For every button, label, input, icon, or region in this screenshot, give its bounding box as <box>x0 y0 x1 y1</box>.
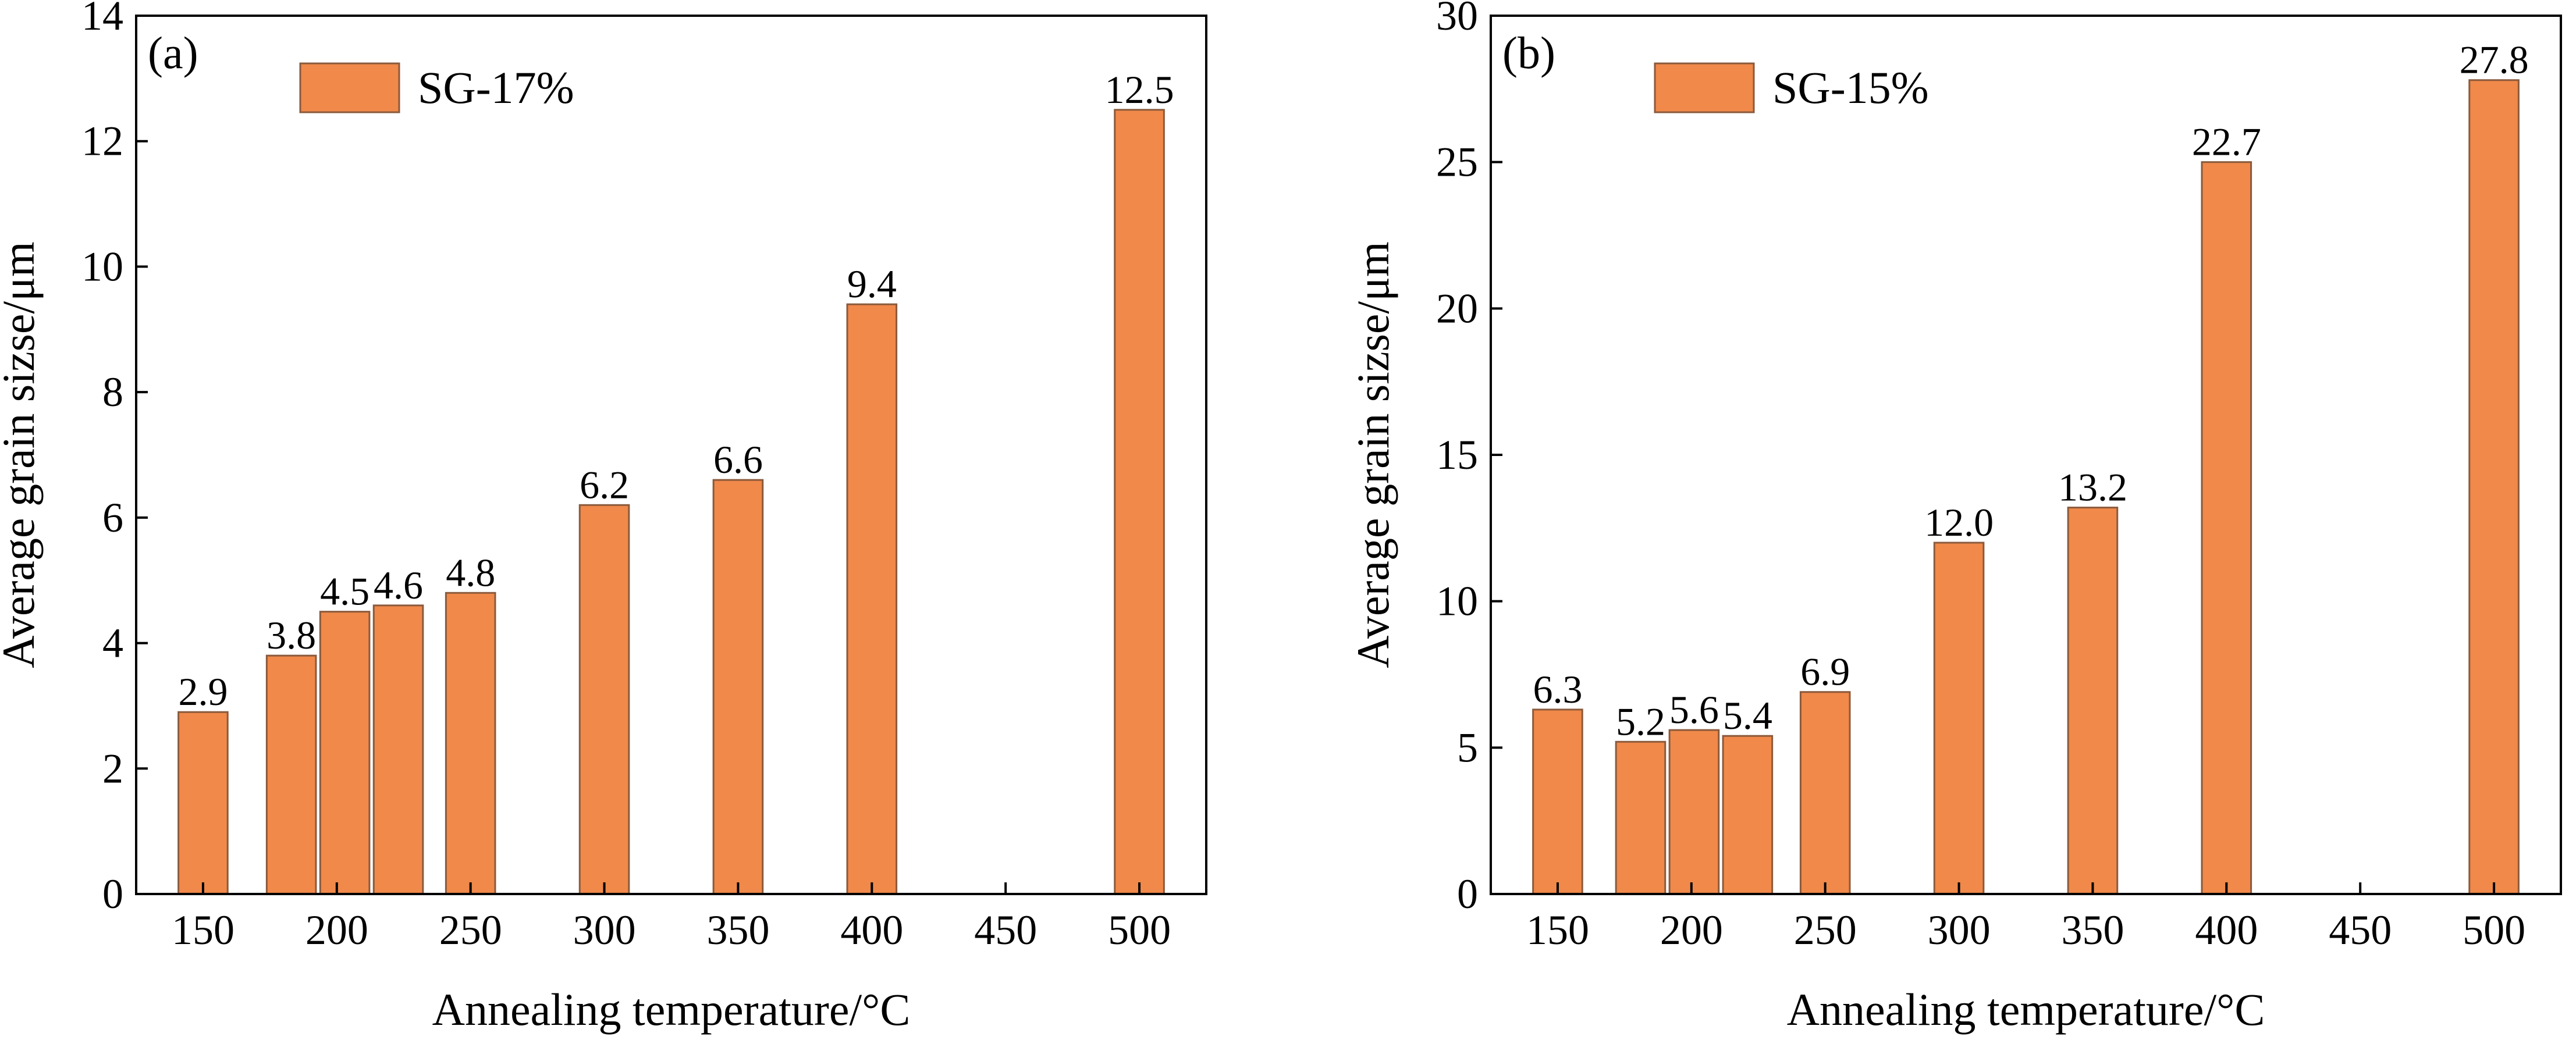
bar-7 <box>2201 161 2252 895</box>
bar-5 <box>1933 542 1985 895</box>
bar-value-label: 12.5 <box>1105 67 1174 112</box>
y-tick-label: 25 <box>1436 139 1478 186</box>
x-tick-label: 400 <box>2195 907 2258 953</box>
x-axis-label: Annealing temperature/°C <box>1787 984 2265 1035</box>
y-tick-label: 30 <box>1436 0 1478 39</box>
x-tick-label: 500 <box>2463 907 2525 953</box>
bar-1 <box>265 654 317 895</box>
bar-value-label: 22.7 <box>2192 120 2261 164</box>
y-tick-label: 20 <box>1436 285 1478 332</box>
y-tick-label: 2 <box>102 745 123 792</box>
bar-value-label: 5.6 <box>1669 688 1719 732</box>
y-tick-label: 10 <box>81 243 123 290</box>
bar-value-label: 2.9 <box>178 669 228 714</box>
legend: SG-15% <box>1654 62 1929 113</box>
bar-value-label: 3.8 <box>267 613 316 657</box>
plot-frame <box>135 15 1207 895</box>
legend-label: SG-15% <box>1772 62 1929 113</box>
bar-value-label: 4.6 <box>374 563 423 607</box>
y-tick-label: 15 <box>1436 432 1478 478</box>
bar-7 <box>846 303 898 895</box>
bar-2 <box>319 611 371 895</box>
x-tick-label: 500 <box>1108 907 1171 953</box>
bar-value-label: 5.4 <box>1723 693 1772 738</box>
bar-0 <box>1532 708 1583 895</box>
x-tick-label: 300 <box>573 907 636 953</box>
x-axis-label: Annealing temperature/°C <box>432 984 911 1035</box>
bar-value-label: 6.2 <box>580 462 629 507</box>
bar-0 <box>177 711 229 895</box>
bar-3 <box>372 604 424 895</box>
x-tick-label: 350 <box>706 907 769 953</box>
bar-value-label: 4.5 <box>320 569 369 614</box>
y-axis-label: Average grain sizse/μm <box>1348 241 1398 668</box>
y-tick-label: 12 <box>81 118 123 165</box>
chart-panel-a: 2.9 3.84.5 4.6 4.8 6.2 6.6 9.4 12.5 0 2 4 6 8 10 12 14 1… <box>0 0 1207 1035</box>
bar-5 <box>578 504 630 895</box>
legend-swatch <box>299 62 400 113</box>
y-tick-label: 0 <box>102 871 123 917</box>
x-tick-label: 200 <box>305 907 368 953</box>
x-tick-label: 200 <box>1660 907 1723 953</box>
x-tick-label: 450 <box>2329 907 2392 953</box>
y-tick-label: 6 <box>102 494 123 541</box>
bar-value-label: 4.8 <box>446 550 495 594</box>
chart-panel-b: 6.3 5.2 5.6 5.4 6.9 12.0 13.2 22.7 27.8 0 5 10 15 20 2… <box>1348 0 2562 1035</box>
y-tick-label: 14 <box>81 0 123 39</box>
bar-6 <box>712 479 764 895</box>
x-tick-label: 300 <box>1928 907 1991 953</box>
bar-value-label: 5.2 <box>1616 699 1665 743</box>
bar-4 <box>1799 691 1851 895</box>
bar-2 <box>1668 729 1720 895</box>
bar-value-label: 13.2 <box>2058 465 2127 510</box>
panel-label: (a) <box>148 27 198 78</box>
bar-value-label: 6.9 <box>1800 650 1850 694</box>
bar-value-label: 6.6 <box>713 437 763 482</box>
bar-value-label: 6.3 <box>1533 667 1582 711</box>
legend: SG-17% <box>299 62 574 113</box>
bar-8 <box>1114 109 1165 895</box>
panel-label: (b) <box>1502 27 1555 78</box>
y-axis-label: Average grain sizse/μm <box>0 241 44 668</box>
y-tick-label: 10 <box>1436 578 1478 625</box>
x-tick-label: 250 <box>439 907 502 953</box>
y-tick-label: 0 <box>1457 871 1478 917</box>
x-tick-label: 150 <box>172 907 234 953</box>
bar-value-label: 12.0 <box>1924 500 1994 544</box>
y-tick-label: 5 <box>1457 724 1478 771</box>
bar-1 <box>1615 740 1667 895</box>
bar-8 <box>2468 79 2520 895</box>
x-tick-label: 150 <box>1526 907 1589 953</box>
bar-6 <box>2067 507 2119 895</box>
y-tick-label: 4 <box>102 620 123 667</box>
bar-3 <box>1722 735 1774 895</box>
y-tick-label: 8 <box>102 369 123 415</box>
bar-4 <box>445 592 496 895</box>
x-tick-label: 350 <box>2061 907 2124 953</box>
x-tick-label: 450 <box>974 907 1037 953</box>
x-tick-label: 400 <box>840 907 903 953</box>
legend-label: SG-17% <box>418 62 574 113</box>
legend-swatch <box>1654 62 1755 113</box>
x-tick-label: 250 <box>1794 907 1857 953</box>
bar-value-label: 9.4 <box>847 262 897 306</box>
bar-value-label: 27.8 <box>2460 38 2529 82</box>
